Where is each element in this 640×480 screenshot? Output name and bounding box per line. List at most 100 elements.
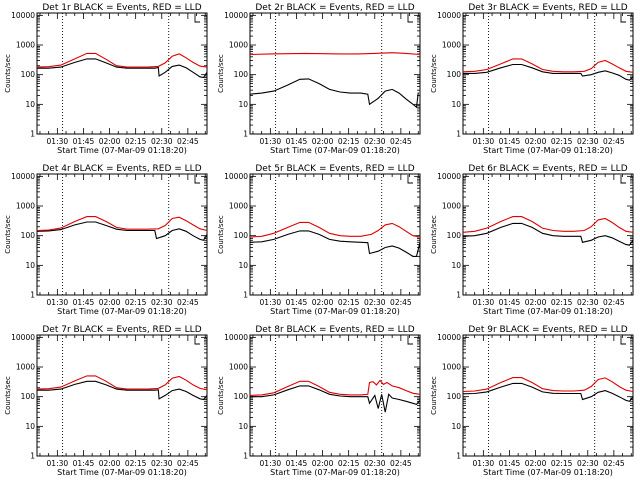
y-tick-label: 100 xyxy=(21,70,36,79)
x-tick-label: 02:15 xyxy=(551,459,573,468)
lld-series-line xyxy=(36,52,208,68)
chart-panel: Det 7r BLACK = Events, RED = LLD 1 10 100 10… xyxy=(4,325,208,477)
x-tick-label: 02:30 xyxy=(364,137,386,146)
events-series-line xyxy=(249,78,419,109)
y-tick-label: 1 xyxy=(456,130,461,139)
x-tick-label: 02:00 xyxy=(525,298,547,307)
y-tick-label: 100 xyxy=(447,231,462,240)
y-tick-label: 10000 xyxy=(224,333,248,342)
y-tick-label: 10000 xyxy=(437,172,461,181)
corner-marker xyxy=(407,14,413,23)
plot-frame xyxy=(462,334,634,457)
lld-series-line xyxy=(249,221,421,238)
y-axis-title: Counts/sec xyxy=(430,54,438,93)
x-tick-label: 01:30 xyxy=(473,298,495,307)
y-tick-label: 10 xyxy=(451,100,461,109)
x-tick-label: 02:15 xyxy=(125,137,147,146)
events-series-line xyxy=(37,380,208,401)
x-tick-label: 02:00 xyxy=(99,137,121,146)
x-tick-label: 01:30 xyxy=(260,137,282,146)
x-tick-label: 02:45 xyxy=(177,459,199,468)
x-tick-label: 01:45 xyxy=(73,459,95,468)
y-tick-label: 100 xyxy=(447,70,462,79)
x-tick-label: 02:45 xyxy=(390,137,412,146)
x-tick-label: 01:45 xyxy=(286,137,308,146)
x-tick-label: 01:45 xyxy=(73,298,95,307)
x-tick-label: 01:45 xyxy=(499,137,521,146)
y-tick-label: 1 xyxy=(243,291,248,300)
chart-title: Det 2r BLACK = Events, RED = LLD xyxy=(255,3,414,13)
y-tick-label: 10 xyxy=(238,261,248,270)
x-tick-label: 01:30 xyxy=(473,459,495,468)
x-tick-label: 01:45 xyxy=(499,459,521,468)
y-tick-label: 1 xyxy=(30,452,35,461)
x-tick-label: 01:30 xyxy=(47,459,69,468)
y-tick-label: 10 xyxy=(25,100,35,109)
chart-panel: Det 3r BLACK = Events, RED = LLD 1 10 100 10… xyxy=(430,3,634,155)
y-axis-title: Counts/sec xyxy=(217,54,225,93)
corner-marker xyxy=(194,175,200,184)
x-tick-label: 02:30 xyxy=(151,137,173,146)
chart-title: Det 9r BLACK = Events, RED = LLD xyxy=(468,325,627,335)
x-tick-label: 02:00 xyxy=(525,459,547,468)
x-tick-label: 02:00 xyxy=(312,298,334,307)
x-tick-label: 02:45 xyxy=(390,298,412,307)
plot-frame xyxy=(462,173,634,296)
x-tick-label: 01:30 xyxy=(473,137,495,146)
x-tick-label: 02:45 xyxy=(177,298,199,307)
x-axis-title: Start Time (07-Mar-09 01:18:20) xyxy=(483,146,613,155)
y-tick-label: 10 xyxy=(451,261,461,270)
y-tick-label: 1 xyxy=(243,452,248,461)
x-tick-label: 01:45 xyxy=(499,298,521,307)
events-series-line xyxy=(250,385,421,413)
events-series-line xyxy=(462,222,634,246)
x-tick-label: 01:30 xyxy=(260,459,282,468)
chart-title: Det 8r BLACK = Events, RED = LLD xyxy=(255,325,414,335)
chart-title: Det 5r BLACK = Events, RED = LLD xyxy=(255,164,414,174)
chart-panel: Det 6r BLACK = Events, RED = LLD 1 10 100 10… xyxy=(430,164,634,316)
lld-series-line xyxy=(249,379,421,396)
x-axis-title: Start Time (07-Mar-09 01:18:20) xyxy=(57,146,187,155)
y-tick-label: 1 xyxy=(30,291,35,300)
y-tick-label: 1000 xyxy=(16,41,35,50)
x-tick-label: 02:30 xyxy=(577,459,599,468)
chart-title: Det 6r BLACK = Events, RED = LLD xyxy=(468,164,627,174)
corner-marker xyxy=(407,336,413,345)
lld-series-line xyxy=(462,58,634,73)
x-axis-title: Start Time (07-Mar-09 01:18:20) xyxy=(483,468,613,477)
y-tick-label: 100 xyxy=(21,392,36,401)
events-series-line xyxy=(249,230,421,257)
lld-series-line xyxy=(462,377,634,393)
x-tick-label: 01:30 xyxy=(47,137,69,146)
x-tick-label: 02:00 xyxy=(525,137,547,146)
events-series-line xyxy=(37,58,208,79)
y-tick-label: 100 xyxy=(447,392,462,401)
x-tick-label: 02:30 xyxy=(364,298,386,307)
x-tick-label: 01:45 xyxy=(286,298,308,307)
x-tick-label: 02:30 xyxy=(364,459,386,468)
y-tick-label: 10 xyxy=(451,422,461,431)
y-tick-label: 10 xyxy=(238,100,248,109)
y-tick-label: 1 xyxy=(30,130,35,139)
x-tick-label: 02:45 xyxy=(603,459,625,468)
chart-panel: Det 4r BLACK = Events, RED = LLD 1 10 100 10… xyxy=(4,164,208,316)
y-tick-label: 10000 xyxy=(437,333,461,342)
x-tick-label: 02:15 xyxy=(338,298,360,307)
x-tick-label: 01:45 xyxy=(286,459,308,468)
plot-frame xyxy=(249,334,421,457)
chart-panel: Det 2r BLACK = Events, RED = LLD 1 10 100 10… xyxy=(217,3,421,155)
y-tick-label: 100 xyxy=(234,70,249,79)
chart-panel: Det 5r BLACK = Events, RED = LLD 1 10 100 10… xyxy=(217,164,421,316)
y-tick-label: 1000 xyxy=(16,363,35,372)
y-tick-label: 10 xyxy=(25,422,35,431)
x-tick-label: 02:45 xyxy=(603,137,625,146)
chart-panel: Det 9r BLACK = Events, RED = LLD 1 10 100 10… xyxy=(430,325,634,477)
y-tick-label: 10000 xyxy=(224,172,248,181)
y-tick-label: 10000 xyxy=(11,11,35,20)
events-series-line xyxy=(463,63,634,81)
chart-title: Det 3r BLACK = Events, RED = LLD xyxy=(468,3,627,13)
lld-series-line xyxy=(249,52,421,56)
x-tick-label: 01:30 xyxy=(260,298,282,307)
corner-marker xyxy=(620,336,626,345)
